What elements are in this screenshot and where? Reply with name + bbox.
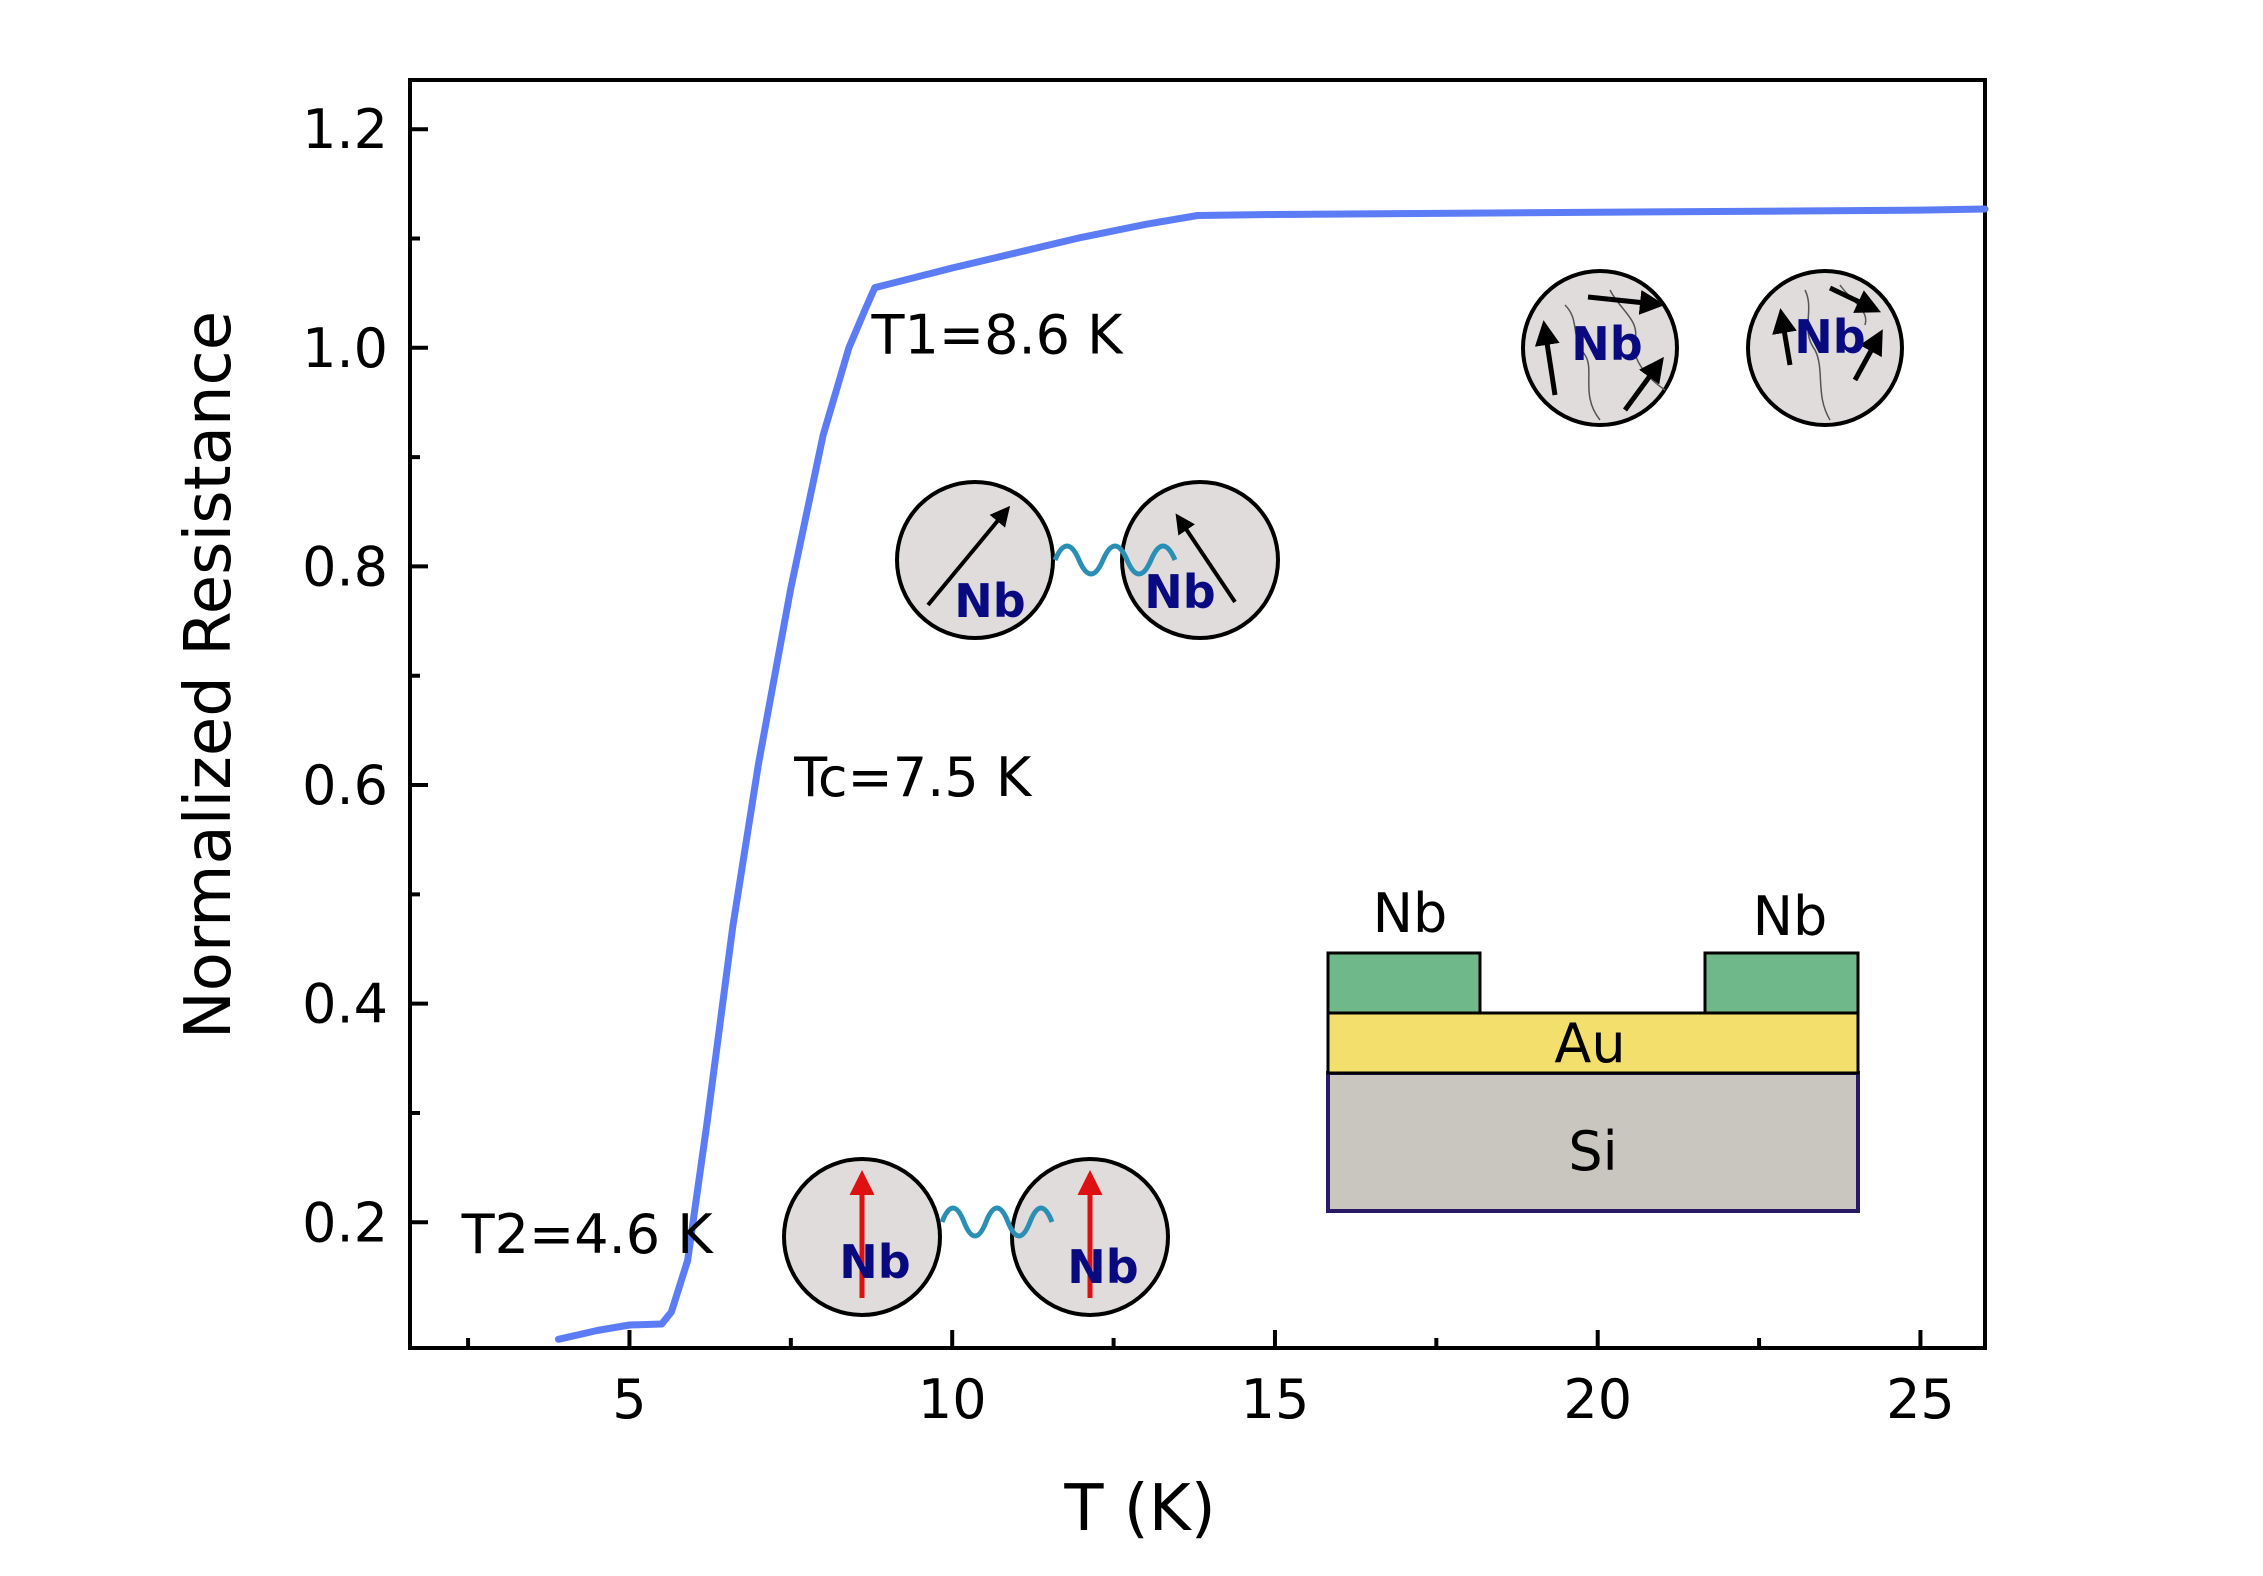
disordered-grain-right: Nb [1746,269,1904,427]
y-tick-label: 0.2 [302,1191,388,1254]
x-tick-label: 20 [1563,1368,1632,1431]
coupled-grains-aligned: Nb Nb [782,1157,1170,1317]
y-axis-title: Normalized Resistance [172,311,246,1039]
disordered-grain-left: Nb [1521,269,1679,427]
nb-left-pad [1326,951,1482,1015]
grain-label: Nb [954,574,1025,628]
x-axis-title: T (K) [1063,1472,1215,1546]
y-tick-label: 0.6 [302,754,388,817]
x-tick-label: 10 [918,1368,987,1431]
plot-frame [408,78,1987,1350]
y-tick-label: 1.0 [302,317,388,380]
device-stack-schematic: Nb Nb Au Si [1326,882,1860,1213]
au-layer [1326,1011,1860,1075]
resistance-curve [555,205,1989,1343]
y-tick-label: 0.4 [302,973,388,1036]
annotation-tc: Tc=7.5 K [793,746,1033,809]
nb-right-pad [1703,951,1860,1015]
grain-label: Nb [1794,310,1865,364]
annotation-t2: T2=4.6 K [461,1203,715,1266]
x-tick-label: 25 [1886,1368,1955,1431]
grain-label: Nb [1144,565,1215,619]
coupled-grains-tilted: Nb Nb [895,480,1280,640]
x-tick-label: 5 [612,1368,646,1431]
y-tick-label: 0.8 [302,535,388,598]
nb-left-label: Nb [1373,882,1448,945]
axis-ticks [410,127,1923,1348]
x-tick-label: 15 [1241,1368,1310,1431]
grain-label: Nb [839,1235,910,1289]
si-layer [1326,1071,1860,1213]
y-tick-label: 1.2 [302,98,388,161]
grain-label: Nb [1067,1240,1138,1294]
au-label: Au [1554,1012,1625,1075]
si-label: Si [1568,1120,1617,1183]
annotation-t1: T1=8.6 K [871,303,1125,366]
nb-right-label: Nb [1753,885,1828,948]
tick-labels: 5 10 15 20 25 0.2 0.4 0.6 0.8 1.0 1.2 [302,98,1955,1431]
grain-label: Nb [1571,317,1642,371]
